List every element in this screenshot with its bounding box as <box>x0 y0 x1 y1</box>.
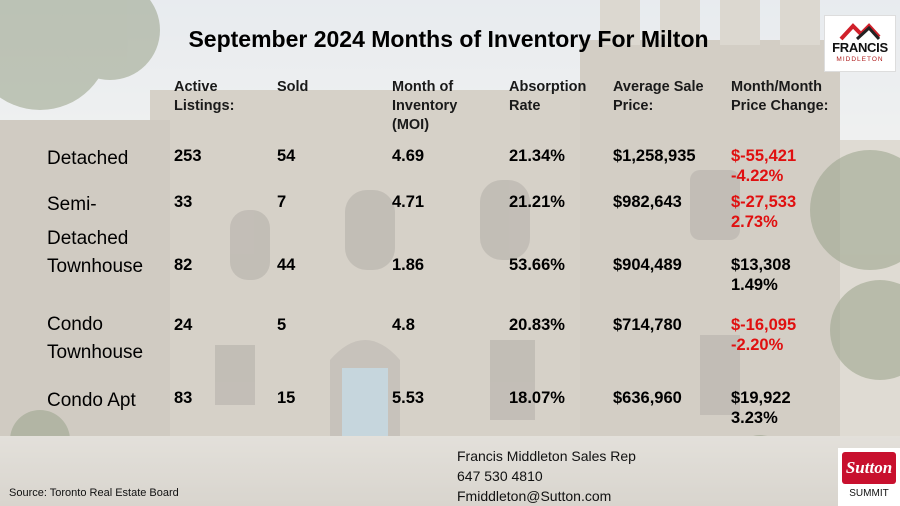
cell-active: 82 <box>174 256 193 274</box>
cell-change-amount: $19,922 <box>731 389 791 407</box>
contact-block: Francis Middleton Sales Rep 647 530 4810… <box>457 446 636 506</box>
cell-moi: 4.8 <box>392 316 415 334</box>
header-avg-price: Average Sale Price: <box>613 79 704 114</box>
francis-middleton-logo: FRANCIS MIDDLETON <box>824 15 896 72</box>
contact-phone: 647 530 4810 <box>457 468 543 484</box>
row-label-townhouse: Townhouse <box>47 256 144 277</box>
cell-avg-price: $904,489 <box>613 256 682 274</box>
cell-moi: 5.53 <box>392 389 425 407</box>
logo-sub: MIDDLETON <box>836 56 884 63</box>
cell-change-pct: -2.20% <box>731 336 784 354</box>
cell-change-amount: $13,308 <box>731 256 791 274</box>
cell-change-amount: $-27,533 <box>731 193 797 211</box>
source-note: Source: Toronto Real Estate Board <box>9 487 179 499</box>
header-sold: Sold <box>277 79 309 95</box>
cell-avg-price: $636,960 <box>613 389 682 407</box>
cell-avg-price: $982,643 <box>613 193 682 211</box>
sutton-logo: Sutton SUMMIT <box>838 448 900 506</box>
cell-change-pct: 1.49% <box>731 276 778 294</box>
header-moi: Month of Inventory (MOI) <box>392 79 458 133</box>
cell-moi: 1.86 <box>392 256 425 274</box>
page-title: September 2024 Months of Inventory For M… <box>188 26 709 52</box>
cell-absorption: 21.34% <box>509 147 565 165</box>
cell-moi: 4.71 <box>392 193 425 211</box>
cell-avg-price: $1,258,935 <box>613 147 696 165</box>
contact-email: Fmiddleton@Sutton.com <box>457 488 612 504</box>
header-price-change: Month/Month Price Change: <box>731 79 829 114</box>
cell-absorption: 53.66% <box>509 256 565 274</box>
logo-name: FRANCIS <box>832 40 888 55</box>
cell-sold: 54 <box>277 147 296 165</box>
row-label-condo-apt: Condo Apt <box>47 390 136 411</box>
cell-change-pct: 3.23% <box>731 409 778 427</box>
cell-absorption: 18.07% <box>509 389 565 407</box>
sutton-summit: SUMMIT <box>849 488 889 499</box>
header-active-listings: Active Listings: <box>174 79 235 114</box>
cell-change-pct: -4.22% <box>731 167 784 185</box>
cell-sold: 5 <box>277 316 287 334</box>
cell-absorption: 21.21% <box>509 193 565 211</box>
cell-active: 33 <box>174 193 193 211</box>
pavement <box>0 436 900 506</box>
header-absorption: Absorption Rate <box>509 79 587 114</box>
cell-sold: 7 <box>277 193 287 211</box>
contact-name: Francis Middleton Sales Rep <box>457 448 636 464</box>
cell-moi: 4.69 <box>392 147 425 165</box>
row-label-semi-detached: Semi- Detached <box>47 194 129 249</box>
row-label-condo-townhouse: Condo Townhouse <box>47 314 144 363</box>
cell-change-amount: $-16,095 <box>731 316 797 334</box>
cell-sold: 44 <box>277 256 296 274</box>
cell-active: 83 <box>174 389 193 407</box>
cell-active: 24 <box>174 316 193 334</box>
cell-sold: 15 <box>277 389 296 407</box>
cell-absorption: 20.83% <box>509 316 565 334</box>
row-label-detached: Detached <box>47 148 129 169</box>
cell-active: 253 <box>174 147 202 165</box>
house-roof-icon <box>839 23 881 41</box>
cell-change-pct: 2.73% <box>731 213 778 231</box>
sutton-badge: Sutton <box>842 452 896 484</box>
cell-change-amount: $-55,421 <box>731 147 797 165</box>
cell-avg-price: $714,780 <box>613 316 682 334</box>
